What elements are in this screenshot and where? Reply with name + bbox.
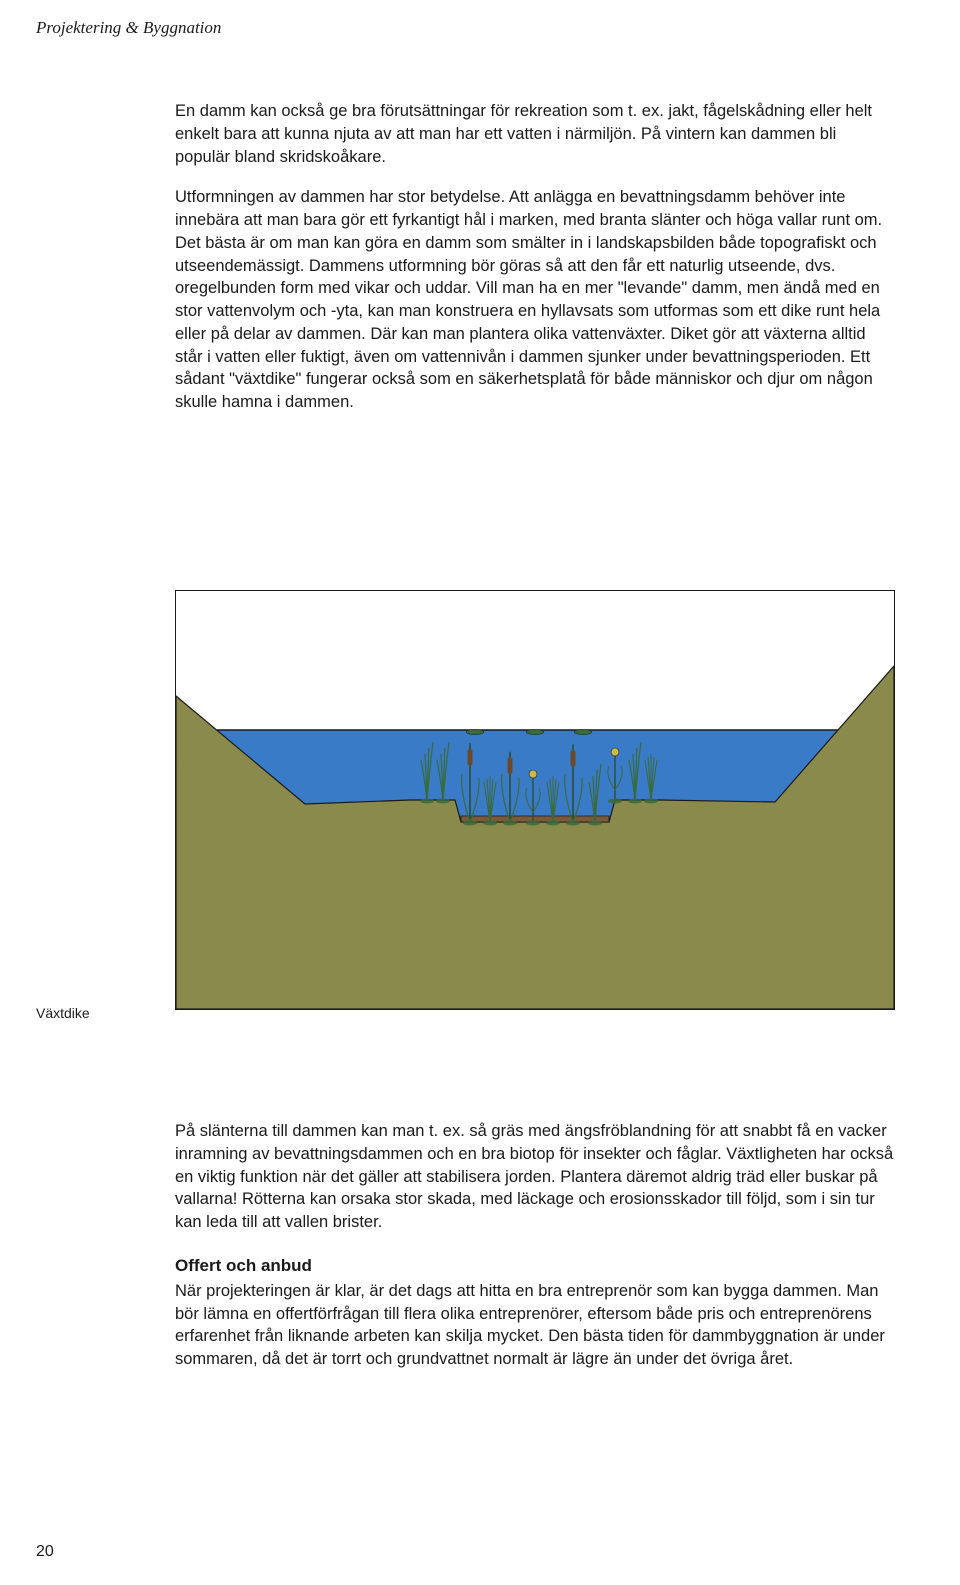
paragraph-2: Utformningen av dammen har stor betydels… [175, 186, 895, 414]
page-number: 20 [36, 1543, 54, 1561]
paragraph-1: En damm kan också ge bra förutsättningar… [175, 100, 895, 168]
main-content-top: En damm kan också ge bra förutsättningar… [175, 100, 895, 432]
main-content-bottom: På slänterna till dammen kan man t. ex. … [175, 1120, 895, 1371]
vaxtdike-diagram [175, 590, 895, 1010]
paragraph-4: När projekteringen är klar, är det dags … [175, 1280, 895, 1371]
diagram-caption: Växtdike [36, 1005, 90, 1021]
paragraph-3: På slänterna till dammen kan man t. ex. … [175, 1120, 895, 1234]
heading-offert: Offert och anbud [175, 1256, 895, 1276]
page-header: Projektering & Byggnation [36, 18, 221, 38]
